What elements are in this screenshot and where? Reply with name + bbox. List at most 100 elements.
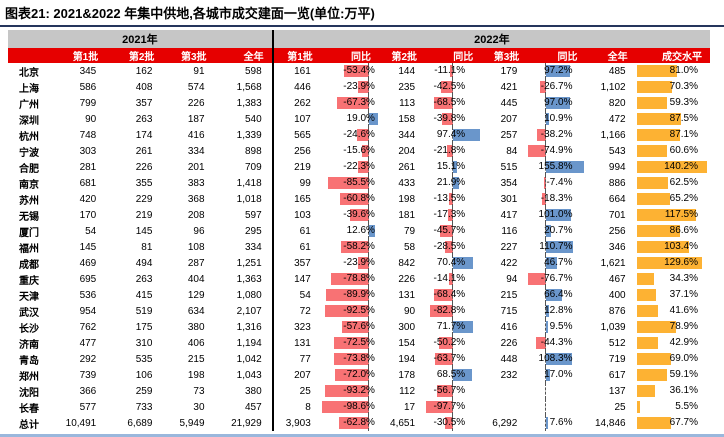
- yoy-value: 15.1%: [436, 161, 466, 172]
- positive-bar: [546, 241, 574, 253]
- column-header: 第3批: [481, 48, 528, 63]
- value-cell: 1,621: [600, 257, 626, 269]
- value-cell: 368: [187, 193, 205, 205]
- yoy-value: -39.6%: [343, 209, 375, 220]
- level-value: 87.5%: [669, 113, 698, 124]
- yoy-bar-wrap: 17.0%: [527, 367, 585, 383]
- yoy-bar-wrap: -56.7%: [425, 383, 481, 399]
- value-cell: 226: [500, 337, 518, 349]
- yoy-value: 12.6%: [346, 225, 375, 236]
- yoy-bar-wrap: -89.9%: [321, 287, 379, 303]
- yoy-bar-wrap: -82.8%: [425, 303, 481, 319]
- positive-bar: [546, 65, 571, 77]
- yoy-cell: -85.5%: [321, 175, 379, 191]
- yoy-cell: 21.9%: [425, 175, 481, 191]
- value-cell: 346: [608, 241, 626, 253]
- level-bar: [636, 273, 654, 285]
- level-cell: 65.2%: [636, 191, 710, 207]
- positive-bar: [546, 257, 558, 269]
- land-supply-table: 2021年 2022年 第1批 第2批 第3批 全年 第1批 同比 第2批 同比 第3批 同比 全年 成交…: [8, 30, 710, 431]
- table-row: 总计 10,491 6,689 5,949 21,929 3,903 -62.8% 4,651…: [8, 415, 710, 431]
- yoy-bar-wrap: -18.3%: [527, 191, 585, 207]
- zero-axis-line: [367, 271, 369, 287]
- yoy-value: -39.8%: [433, 113, 466, 124]
- zero-axis-line: [545, 223, 547, 239]
- negative-bar: [334, 369, 369, 381]
- yoy-bar-wrap: 21.9%: [425, 175, 481, 191]
- value-cell: 597: [244, 209, 262, 221]
- level-bar: [636, 241, 689, 253]
- value-cell: 536: [79, 289, 97, 301]
- value-cell: 994: [608, 161, 626, 173]
- value-cell: 263: [135, 273, 153, 285]
- value-cell: 472: [608, 113, 626, 125]
- zero-axis-line: [545, 111, 547, 127]
- yoy-value: -24.6%: [343, 129, 375, 140]
- yoy-value: -11.1%: [434, 65, 466, 76]
- city-name: 郑州: [19, 371, 40, 383]
- yoy-cell: -42.5%: [425, 79, 481, 95]
- negative-bar: [536, 337, 547, 349]
- value-cell: 1,194: [236, 337, 262, 349]
- yoy-bar-wrap: -44.3%: [527, 335, 585, 351]
- yoy-cell: -22.3%: [321, 159, 379, 175]
- value-cell: 876: [608, 305, 626, 317]
- value-cell: 334: [187, 145, 205, 157]
- negative-bar: [434, 289, 454, 301]
- value-cell: 259: [135, 385, 153, 397]
- value-cell: 303: [79, 145, 97, 157]
- negative-bar: [528, 145, 547, 157]
- positive-bar: [546, 321, 549, 333]
- value-cell: 406: [187, 337, 205, 349]
- yoy-bar-wrap: -26.7%: [527, 79, 585, 95]
- zero-axis-line: [452, 255, 454, 271]
- column-header: 第2批: [378, 48, 426, 63]
- value-cell: 257: [500, 129, 518, 141]
- yoy-bar-wrap: 97.2%: [527, 63, 585, 79]
- negative-bar: [540, 81, 547, 93]
- yoy-value: 97.0%: [544, 97, 573, 108]
- level-value: 59.1%: [669, 369, 698, 380]
- yoy-bar-wrap: 12.8%: [527, 303, 585, 319]
- value-cell: 215: [500, 289, 518, 301]
- yoy-bar-wrap: -60.8%: [321, 191, 379, 207]
- value-cell: 477: [79, 337, 97, 349]
- yoy-value: -58.2%: [343, 241, 375, 252]
- level-cell: 5.5%: [636, 399, 710, 415]
- yoy-value: -23.9%: [343, 257, 375, 268]
- yoy-cell: -28.5%: [425, 239, 481, 255]
- level-bar: [636, 81, 672, 93]
- zero-axis-line: [545, 191, 547, 207]
- column-header: 同比: [527, 48, 586, 63]
- positive-bar: [546, 417, 549, 429]
- value-cell: 201: [187, 161, 205, 173]
- level-value: 65.2%: [669, 193, 698, 204]
- level-value: 5.5%: [675, 401, 698, 412]
- zero-axis-line: [545, 127, 547, 143]
- value-cell: 681: [79, 177, 97, 189]
- yoy-cell: -15.6%: [321, 143, 379, 159]
- value-cell: 17: [403, 401, 416, 413]
- yoy-cell: -38.2%: [527, 127, 585, 143]
- positive-bar: [453, 321, 474, 333]
- yoy-bar-wrap: 9.5%: [527, 319, 585, 335]
- zero-axis-line: [452, 143, 454, 159]
- value-cell: 422: [500, 257, 518, 269]
- yoy-value: 7.6%: [549, 417, 573, 428]
- value-cell: 334: [244, 241, 262, 253]
- yoy-value: -82.8%: [433, 305, 466, 316]
- value-cell: 739: [79, 369, 97, 381]
- negative-bar: [361, 145, 369, 157]
- yoy-cell: 155.8%: [527, 159, 585, 175]
- table-row: 广州 799 357 226 1,383 262 -67.3% 113 -68.5% 445 97.…: [8, 95, 710, 111]
- zero-axis-line: [367, 351, 369, 367]
- zero-axis-line: [452, 127, 454, 143]
- value-cell: 719: [608, 353, 626, 365]
- value-cell: 664: [608, 193, 626, 205]
- city-name: 深圳: [19, 115, 40, 127]
- level-bar: [636, 289, 656, 301]
- city-name: 南京: [19, 179, 40, 191]
- negative-bar: [542, 193, 547, 205]
- yoy-value: -45.7%: [433, 225, 466, 236]
- positive-bar: [546, 161, 585, 173]
